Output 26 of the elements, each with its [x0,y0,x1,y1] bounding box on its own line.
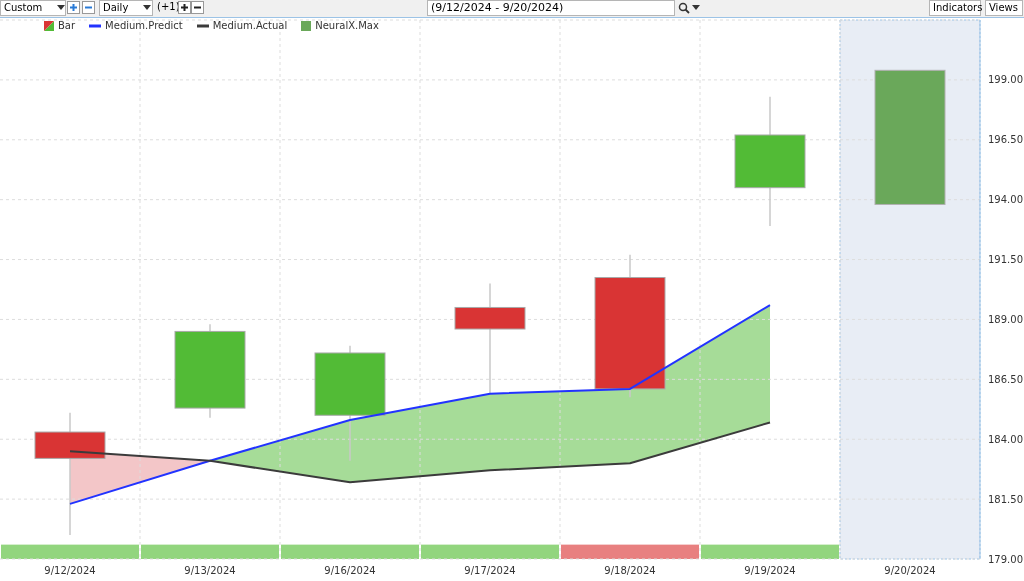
line-series [69,421,771,484]
x-tick-label: 9/12/2024 [44,565,96,577]
legend-label: NeuralX.Max [315,20,379,31]
legend-label: Medium.Actual [212,20,288,31]
x-tick-label: 9/19/2024 [744,565,796,577]
x-tick-label: 9/20/2024 [884,565,936,577]
text: Daily [99,0,153,16]
y-tick-label: 199.00 [988,74,1023,86]
y-tick-label: 191.50 [988,254,1023,266]
y-tick-label: 196.50 [988,134,1023,146]
x-tick-label: 9/13/2024 [184,565,236,577]
text: Custom [0,0,66,16]
legend-label: Medium.Predict [105,20,183,31]
y-tick-label: 186.50 [988,373,1023,385]
x-tick-label: 9/18/2024 [604,565,656,577]
y-tick-label: 179.00 [988,553,1023,565]
y-tick-label: 194.00 [988,194,1023,206]
text: Indicators [929,0,983,16]
y-tick-label: 184.00 [988,433,1023,445]
y-tick-label: 181.50 [988,493,1023,505]
x-tick-label: 9/17/2024 [464,565,516,577]
chart-title: (9/12/2024 - 9/20/2024) [427,0,675,16]
text: Views [985,0,1023,16]
legend-label: Bar [58,20,76,31]
x-tick-label: 9/16/2024 [324,565,376,577]
y-tick-label: 189.00 [988,313,1023,325]
